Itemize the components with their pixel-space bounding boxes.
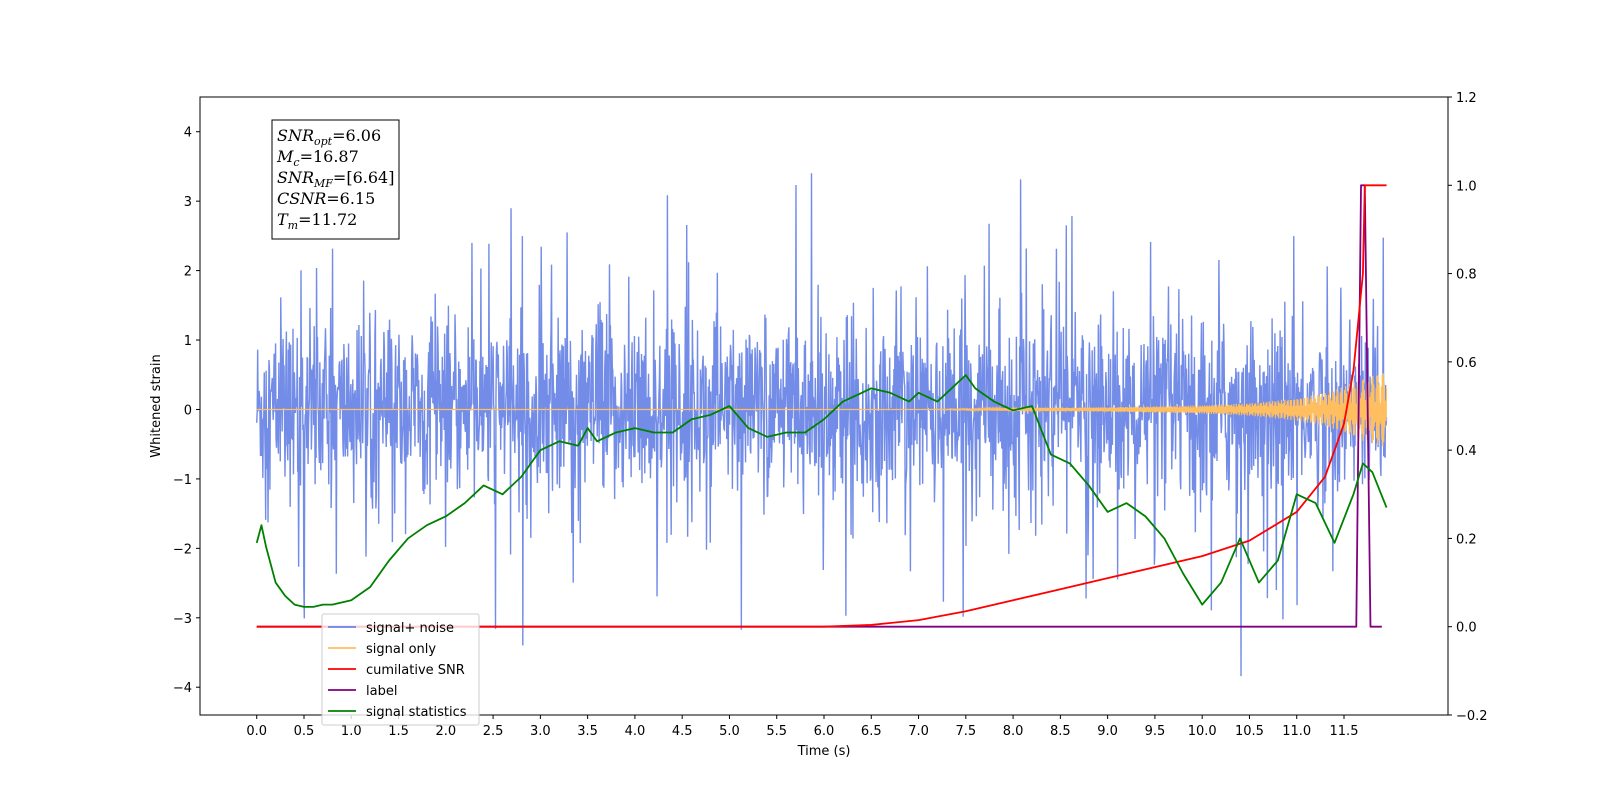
series-line-cumulative-snr (256, 184, 1387, 628)
x-tick-label: 10.5 (1235, 724, 1264, 739)
legend-label: signal statistics (366, 705, 467, 720)
y2-tick-label: 1.0 (1456, 179, 1477, 194)
annotation-line: SNRMF=[6.64] (277, 168, 394, 190)
y-tick-label: 3 (184, 195, 192, 210)
y-axis-label: Whitened strain (149, 354, 164, 457)
x-tick-label: 9.5 (1145, 724, 1166, 739)
x-tick-label: 9.0 (1097, 724, 1118, 739)
x-axis-label: Time (s) (797, 744, 851, 759)
y2-tick-label: 0.6 (1456, 356, 1477, 371)
legend-frame (321, 613, 480, 726)
y2-tick-label: 0.8 (1456, 268, 1477, 283)
plot-area (255, 173, 1388, 677)
y2-tick-label: 0.0 (1456, 621, 1477, 636)
series-line-signal-only (256, 373, 1388, 447)
x-tick-label: 6.5 (861, 724, 882, 739)
x-tick-label: 4.0 (625, 724, 646, 739)
y-tick-label: 0 (184, 403, 192, 418)
x-tick-label: 7.5 (955, 724, 976, 739)
y2-tick-label: −0.2 (1456, 709, 1488, 724)
y-tick-label: −3 (173, 612, 192, 627)
x-tick-label: 6.0 (814, 724, 835, 739)
x-tick-label: 8.5 (1050, 724, 1071, 739)
x-tick-label: 10.0 (1188, 724, 1217, 739)
y-tick-label: 1 (184, 334, 192, 349)
y-tick-label: −1 (173, 473, 192, 488)
annotation-line: Mc=16.87 (276, 147, 359, 169)
y-tick-label: 4 (184, 126, 192, 141)
x-tick-label: 11.5 (1330, 724, 1359, 739)
x-tick-label: 3.0 (530, 724, 551, 739)
y-axis-right: −0.2 0.0 0.2 0.4 0.6 0.8 1.0 1.2 (1448, 91, 1488, 724)
annotation-line: Tm=11.72 (277, 210, 357, 232)
annotation-frame (271, 119, 400, 240)
annotation-line: CSNR=6.15 (277, 189, 375, 208)
y-tick-label: −2 (173, 542, 192, 557)
y-tick-label: 2 (184, 265, 192, 280)
series-line-label (256, 184, 1382, 628)
legend-label: cumilative SNR (366, 663, 465, 678)
x-tick-label: 2.5 (483, 724, 504, 739)
x-tick-label: 2.0 (435, 724, 456, 739)
x-tick-label: 4.5 (672, 724, 693, 739)
x-tick-label: 7.0 (908, 724, 929, 739)
x-axis: 0.0 0.5 1.0 1.5 2.0 2.5 3.0 3.5 4.0 4.5 5.0 5.5 6.0 6… (246, 715, 1358, 739)
legend-label: label (366, 684, 397, 699)
y2-tick-label: 0.2 (1456, 532, 1477, 547)
legend-label: signal only (366, 642, 436, 657)
x-tick-label: 1.5 (388, 724, 409, 739)
series-line-signal-statistics (255, 374, 1388, 608)
annotation-line: SNRopt=6.06 (277, 126, 381, 148)
legend-label: signal+ noise (366, 621, 454, 636)
x-tick-label: 0.5 (294, 724, 315, 739)
x-tick-label: 1.0 (341, 724, 362, 739)
x-tick-label: 5.5 (766, 724, 787, 739)
x-tick-label: 11.0 (1282, 724, 1311, 739)
y2-tick-label: 0.4 (1456, 444, 1477, 459)
y-axis-left: −4 −3 −2 −1 0 1 2 3 4 (173, 126, 200, 696)
x-tick-label: 5.0 (719, 724, 740, 739)
x-tick-label: 3.5 (577, 724, 598, 739)
legend: signal+ noise signal only cumilative SNR la… (321, 613, 480, 726)
x-tick-label: 8.0 (1003, 724, 1024, 739)
y-tick-label: −4 (173, 681, 192, 696)
x-tick-label: 0.0 (246, 724, 267, 739)
y2-tick-label: 1.2 (1456, 91, 1477, 106)
annotation-box: SNRopt=6.06Mc=16.87SNRMF=[6.64]CSNR=6.15… (271, 119, 400, 240)
